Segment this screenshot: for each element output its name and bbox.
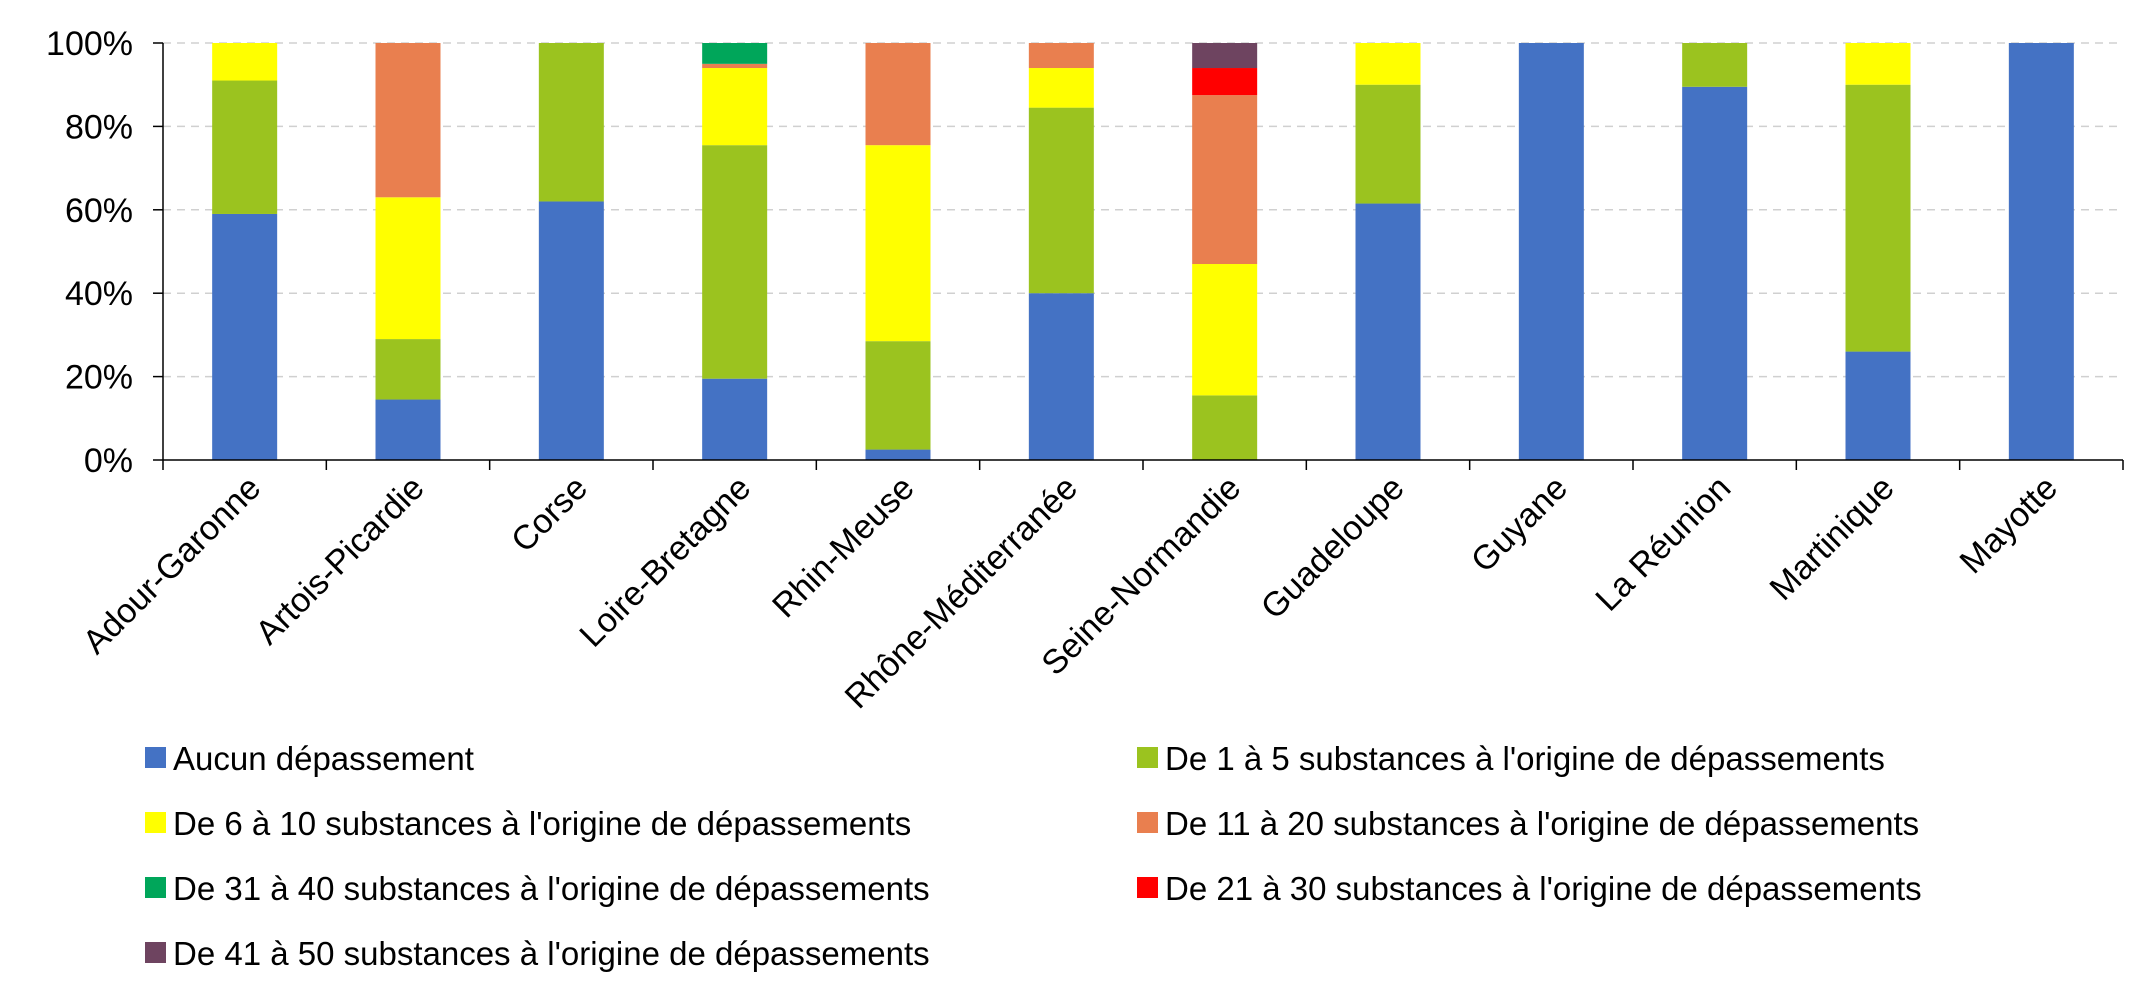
gridlines <box>163 42 2123 378</box>
legend-swatch <box>1137 747 1158 768</box>
bar-segment <box>1192 264 1258 396</box>
bar-segment <box>1355 84 1421 204</box>
legend-swatch <box>145 877 166 898</box>
bar-segment <box>1355 43 1421 85</box>
bar-segment <box>1192 43 1258 69</box>
bar-segment <box>2008 43 2074 460</box>
bar-segment <box>1845 351 1911 460</box>
bar-segment <box>375 339 441 400</box>
legend-label: Aucun dépassement <box>173 740 474 777</box>
x-tick-label: Corse <box>504 469 595 560</box>
bar-segment <box>1028 293 1094 460</box>
bar-segment <box>702 63 768 69</box>
bar-segment <box>375 197 441 340</box>
bar-segment <box>1682 86 1748 460</box>
bar-segment <box>865 145 931 342</box>
bar-segment <box>1028 68 1094 108</box>
x-tick-label: Guadeloupe <box>1254 469 1412 627</box>
y-tick-label: 80% <box>65 108 133 146</box>
legend-label: De 6 à 10 substances à l'origine de dépa… <box>173 805 911 842</box>
bar-segment <box>702 145 768 379</box>
bar-segment <box>1028 43 1094 69</box>
x-tick-label: Artois-Picardie <box>248 469 431 652</box>
bar-segment <box>212 43 278 81</box>
bar-segment <box>1028 107 1094 294</box>
legend-swatch <box>1137 877 1158 898</box>
x-tick-label: Loire-Bretagne <box>572 469 758 655</box>
bar-segment <box>1192 95 1258 265</box>
y-tick-label: 20% <box>65 359 133 397</box>
bar-segment <box>538 43 604 202</box>
x-tick-label: La Réunion <box>1588 469 1738 619</box>
y-tick-label: 100% <box>46 25 133 63</box>
x-tick-label: Adour-Garonne <box>76 469 269 662</box>
legend-swatch <box>1137 812 1158 833</box>
bar-segment <box>1845 84 1911 352</box>
legend-label: De 1 à 5 substances à l'origine de dépas… <box>1165 740 1885 777</box>
bar-segment <box>1518 43 1584 460</box>
bar-segment <box>375 43 441 198</box>
bar-segment <box>1355 203 1421 461</box>
bar-segment <box>538 201 604 460</box>
legend-swatch <box>145 747 166 768</box>
legend: Aucun dépassement De 1 à 5 substances à l… <box>145 740 1922 972</box>
legend-label: De 31 à 40 substances à l'origine de dép… <box>173 870 930 907</box>
legend-swatch <box>145 812 166 833</box>
bar-segment <box>1192 68 1258 96</box>
bar-segment <box>865 341 931 450</box>
bar-segment <box>1845 43 1911 85</box>
bar-segment <box>702 378 768 460</box>
bar-segment <box>1192 395 1258 460</box>
bar-segment <box>702 68 768 146</box>
bar-segment <box>212 80 278 214</box>
x-tick-label: Rhin-Meuse <box>765 469 921 625</box>
bars <box>212 43 2074 461</box>
bar-segment <box>375 399 441 460</box>
bar-segment <box>865 43 931 146</box>
bar-segment <box>865 449 931 460</box>
y-tick-label: 40% <box>65 275 133 313</box>
bar-segment <box>1682 43 1748 87</box>
legend-label: De 11 à 20 substances à l'origine de dép… <box>1165 805 1919 842</box>
legend-label: De 41 à 50 substances à l'origine de dép… <box>173 935 930 972</box>
legend-label: De 21 à 30 substances à l'origine de dép… <box>1165 870 1922 907</box>
x-tick-label: Guyane <box>1464 469 1575 580</box>
y-tick-label: 0% <box>84 442 133 480</box>
legend-swatch <box>145 942 166 963</box>
y-tick-label: 60% <box>65 192 133 230</box>
bar-segment <box>212 213 278 460</box>
x-tick-label: Martinique <box>1763 469 1902 608</box>
x-tick-label: Mayotte <box>1953 469 2065 581</box>
bar-segment <box>702 43 768 64</box>
